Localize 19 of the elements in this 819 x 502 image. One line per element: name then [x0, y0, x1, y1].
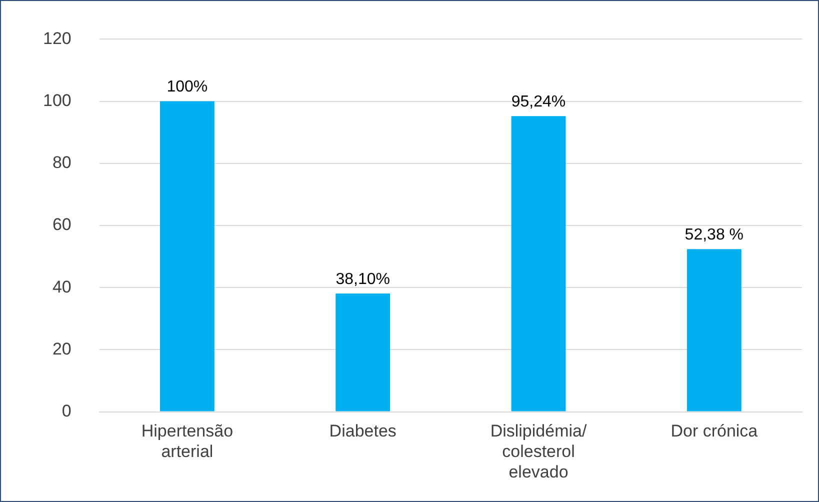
y-tick-label: 100 — [42, 90, 72, 110]
data-label: 52,38 % — [684, 226, 744, 244]
x-tick-label: Dislipidémia/ colesterol elevado — [490, 422, 587, 482]
y-tick-label: 20 — [52, 339, 72, 358]
y-tick-label: 0 — [62, 401, 72, 420]
x-tick-label: Diabetes — [329, 422, 396, 441]
bar — [336, 294, 390, 412]
data-label: 100% — [166, 78, 208, 96]
x-tick-label: Hipertensão arterial — [141, 422, 234, 462]
y-tick-label: 60 — [52, 215, 72, 234]
bar — [686, 249, 742, 412]
data-label: 95,24% — [511, 93, 566, 110]
x-tick-label: Dor crónica — [670, 422, 758, 441]
y-tick-label: 120 — [42, 28, 72, 48]
y-tick-label: 40 — [52, 277, 72, 296]
bar — [511, 116, 566, 412]
data-label: 38,10% — [336, 270, 390, 288]
bar — [160, 101, 214, 412]
y-tick-label: 80 — [52, 153, 72, 172]
